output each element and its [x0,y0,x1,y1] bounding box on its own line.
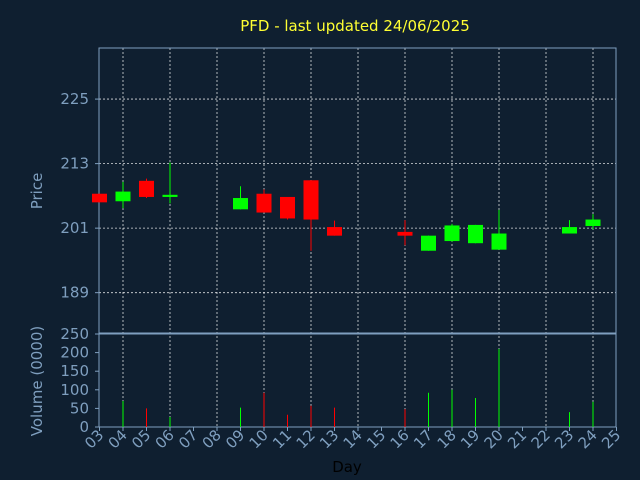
candle-13 [327,220,342,236]
candle-12 [303,180,319,251]
x-tick-label: 07 [175,426,201,452]
price-tick-label: 189 [60,284,89,302]
gridlines [99,48,616,427]
candle-20 [491,209,507,250]
chart-title: PFD - last updated 24/06/2025 [240,17,470,35]
candle-body [115,191,131,202]
candle-body [256,193,272,213]
x-tick-label: 22 [528,426,554,452]
volume-axis-label: Volume (0000) [28,326,46,436]
x-axis-label: Day [332,458,362,476]
candle-body [421,235,436,251]
candle-09 [233,186,248,210]
x-tick-label: 13 [316,426,342,452]
candle-body [139,180,154,197]
x-tick-label: 24 [575,426,601,452]
candle-body [162,194,178,197]
candle-18 [444,223,460,242]
candle-16 [397,220,413,246]
price-tick-label: 213 [60,155,89,173]
price-tick-label: 225 [60,90,89,108]
x-tick-label: 05 [128,426,154,452]
candle-body [327,227,342,236]
candle-body [92,193,107,203]
candle-body [585,219,601,226]
candle-body [303,180,319,220]
x-tick-label: 15 [363,426,389,452]
x-tick-label: 08 [199,426,225,452]
candle-05 [139,178,154,199]
x-tick-label: 20 [481,426,507,452]
candle-19 [468,224,483,244]
candle-10 [256,189,272,213]
x-tick-label: 17 [410,426,436,452]
x-tick-label: 18 [434,426,460,452]
x-tick-label: 09 [222,426,248,452]
candle-03 [92,193,107,203]
x-tick-label: 21 [504,426,530,452]
x-tick-label: 25 [598,426,624,452]
candle-17 [421,235,436,251]
x-tick-label: 06 [152,426,178,452]
volume-tick-label: 100 [60,381,89,399]
x-tick-label: 14 [340,426,366,452]
x-tick-label: 16 [387,426,413,452]
candle-body [280,196,295,219]
volume-tick-label: 150 [60,362,89,380]
candle-body [444,225,460,242]
candle-body [468,224,483,244]
volume-bars [122,348,594,427]
volume-panel-frame [98,333,617,428]
volume-tick-label: 250 [60,325,89,343]
x-tick-label: 04 [105,426,131,452]
x-tick-label: 10 [246,426,272,452]
price-axis-label: Price [28,173,46,210]
candles [92,162,601,251]
x-tick-label: 12 [293,426,319,452]
candle-body [397,231,413,236]
candle-11 [280,196,295,220]
price-axis-ticks: 225 213 201 189 [60,90,99,302]
candle-body [233,198,248,210]
x-tick-label: 19 [457,426,483,452]
price-panel-frame [98,47,617,334]
price-tick-label: 201 [60,219,89,237]
candle-body [491,233,507,250]
x-tick-label: 11 [269,426,295,452]
candle-body [562,227,577,234]
volume-tick-label: 50 [70,399,89,417]
candle-04 [115,181,131,209]
candle-24 [585,214,601,230]
price-panel: 225 213 201 189 Price [28,47,617,334]
candle-23 [562,220,577,234]
x-tick-label: 23 [551,426,577,452]
volume-tick-label: 200 [60,344,89,362]
x-axis-ticks: 0304050607080910111213141516171819202122… [81,426,624,452]
candle-06 [162,162,178,204]
volume-tick-label: 0 [79,418,89,436]
